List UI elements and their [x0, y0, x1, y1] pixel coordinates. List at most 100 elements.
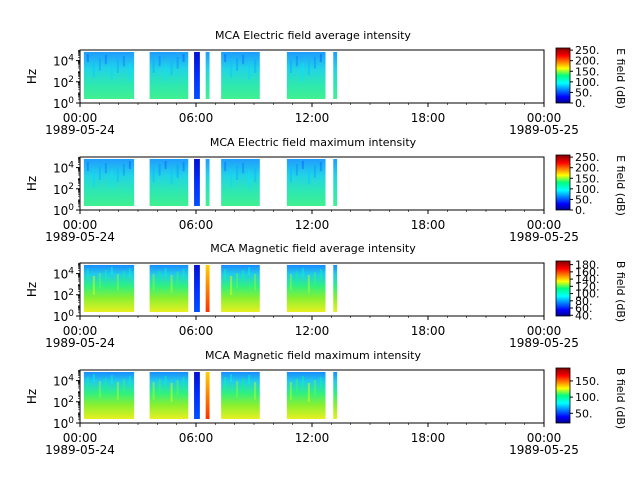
data-block-texture [254, 382, 257, 400]
data-block [149, 159, 189, 206]
panel-title: MCA Electric field average intensity [215, 29, 411, 42]
x-tick-time: 00:00 [527, 218, 562, 232]
data-block-texture [128, 376, 131, 387]
x-tick-time: 00:00 [527, 324, 562, 338]
x-tick-date: 1989-05-25 [509, 123, 579, 137]
y-tick-label: 100 [53, 416, 74, 431]
x-tick-time: 18:00 [411, 218, 446, 232]
data-block-texture [248, 267, 251, 275]
y-tick-label: 104 [53, 54, 74, 69]
data-block [286, 265, 326, 312]
data-block-texture [182, 54, 185, 62]
data-block-texture [224, 54, 227, 62]
data-block-texture [307, 383, 310, 402]
data-block [83, 52, 135, 99]
x-tick-date: 1989-05-24 [45, 123, 115, 137]
colorbar [555, 154, 571, 211]
data-block [83, 372, 135, 419]
y-tick-label: 100 [53, 203, 74, 218]
data-block-texture [289, 59, 292, 73]
data-block [205, 159, 210, 206]
data-block-texture [289, 382, 292, 400]
panel-title: MCA Magnetic field average intensity [210, 242, 416, 255]
spectrogram-panel-4: MCA Magnetic field maximum intensity Hz 10… [25, 349, 627, 457]
data-block-texture [116, 59, 119, 73]
x-tick-time: 06:00 [179, 111, 214, 125]
data-block [149, 52, 189, 99]
data-block-texture [158, 164, 161, 176]
x-tick-time: 06:00 [179, 431, 214, 445]
x-tick-time: 18:00 [411, 431, 446, 445]
colorbar-tick-label: 150. [575, 375, 600, 388]
data-block-texture [242, 378, 245, 391]
data-block-texture [295, 164, 298, 176]
data-block [333, 372, 338, 419]
data-block-texture [110, 375, 113, 385]
data-block-texture [158, 379, 161, 393]
data-block [221, 265, 260, 312]
colorbar-tick-label: 120. [575, 280, 600, 293]
colorbar [555, 367, 571, 424]
data-block-texture [116, 167, 119, 183]
data-block [149, 265, 189, 312]
data-block [221, 52, 260, 99]
x-tick-time: 18:00 [411, 324, 446, 338]
panel-title: MCA Magnetic field maximum intensity [205, 349, 421, 362]
data-block-texture [242, 270, 245, 282]
colorbar-tick-label: 0. [575, 204, 586, 217]
data-block-texture [224, 377, 227, 389]
data-block [221, 159, 260, 206]
data-block-texture [164, 268, 167, 278]
data-block-texture [301, 161, 304, 169]
colorbar-tick-label: 50. [575, 407, 593, 420]
data-block-texture [242, 55, 245, 65]
data-block [194, 159, 200, 206]
colorbar-tick-label: 100. [575, 183, 600, 196]
x-tick-time: 00:00 [63, 111, 98, 125]
colorbar-tick-label: 200. [575, 55, 600, 68]
data-block-texture [170, 60, 173, 76]
data-block-texture [224, 269, 227, 280]
data-block-texture [224, 162, 227, 172]
data-block-texture [98, 166, 101, 180]
x-tick-time: 18:00 [411, 111, 446, 125]
y-tick-label: 102 [53, 182, 74, 197]
data-block-texture [295, 56, 298, 67]
data-block-texture [236, 381, 239, 398]
data-block-texture [307, 60, 310, 76]
data-block-texture [230, 276, 233, 295]
x-tick-date: 1989-05-25 [509, 443, 579, 457]
data-block-texture [319, 269, 322, 280]
data-block-texture [98, 58, 101, 71]
data-block-texture [164, 63, 167, 82]
data-block-texture [104, 163, 107, 174]
x-tick-time: 12:00 [295, 111, 330, 125]
colorbar-tick-label: 100. [575, 76, 600, 89]
data-block-texture [158, 271, 161, 284]
colorbar-tick-label: 250. [575, 44, 600, 57]
data-block-texture [242, 163, 245, 174]
colorbar-tick-label: 160. [575, 266, 600, 279]
colorbar-tick-label: 150. [575, 172, 600, 185]
x-tick-date: 1989-05-24 [45, 230, 115, 244]
data-block-texture [236, 273, 239, 289]
data-block-texture [319, 54, 322, 62]
data-block-texture [128, 161, 131, 169]
data-block-texture [92, 374, 95, 382]
data-block-texture [104, 55, 107, 65]
colorbar-label: B field (dB) [614, 261, 627, 322]
data-block-texture [254, 167, 257, 183]
data-block-texture [289, 274, 292, 291]
data-block-texture [164, 376, 167, 387]
data-block-texture [289, 167, 292, 183]
x-tick-date: 1989-05-25 [509, 336, 579, 350]
data-block-texture [110, 170, 113, 189]
data-block-texture [319, 377, 322, 389]
colorbar-tick-label: 150. [575, 65, 600, 78]
data-block-texture [254, 274, 257, 291]
data-block-texture [116, 274, 119, 291]
y-axis-label: Hz [25, 389, 39, 404]
data-block [286, 372, 326, 419]
colorbar [555, 47, 571, 104]
